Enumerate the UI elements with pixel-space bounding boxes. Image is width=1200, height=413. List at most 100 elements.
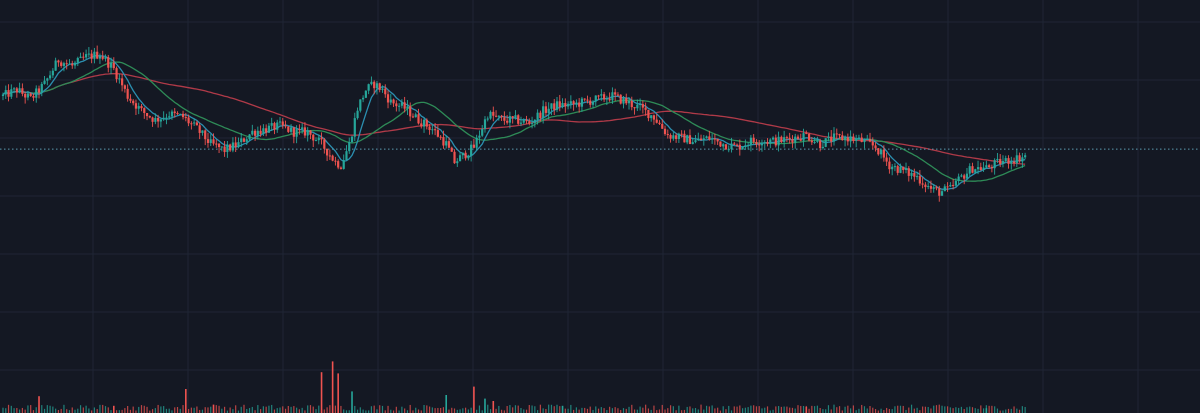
candle-body [553, 103, 556, 110]
candle-body [312, 134, 315, 141]
volume-bar [1010, 408, 1012, 413]
volume-bar [622, 408, 625, 413]
candle-body [389, 99, 392, 103]
candle-body [204, 130, 207, 140]
candle-body [990, 167, 993, 169]
volume-bar [573, 409, 575, 413]
candle-body [481, 128, 484, 136]
candle-body [317, 137, 320, 141]
volume-bar [636, 409, 638, 413]
volume-bar [581, 407, 583, 413]
candle-body [112, 62, 115, 69]
volume-bar [1021, 406, 1023, 413]
volume-bar [863, 406, 866, 413]
volume-bar [492, 401, 495, 413]
candle-body [979, 167, 982, 171]
candle-body [544, 106, 548, 113]
candle-body [145, 113, 149, 117]
candle-body [633, 107, 636, 109]
volume-bar [268, 405, 270, 413]
candle-body [132, 100, 135, 104]
volume-bar [343, 409, 345, 413]
candle-body [796, 136, 800, 139]
volume-bar [41, 405, 43, 413]
volume-bar [667, 408, 669, 413]
volume-bar [730, 410, 733, 413]
candle-body [589, 100, 592, 105]
volume-bar [725, 409, 727, 413]
candle-body [345, 151, 348, 161]
candle-body [843, 137, 847, 141]
volume-bar [318, 405, 320, 413]
volume-bar [19, 409, 21, 413]
volume-bar [326, 407, 328, 413]
volume-bar [254, 410, 256, 413]
volume-bar [118, 410, 120, 413]
volume-bar [271, 404, 273, 413]
volume-bar [597, 408, 600, 413]
candle-body [630, 100, 633, 108]
candle-body [292, 127, 295, 137]
candle-body [855, 138, 858, 141]
volume-bar [794, 408, 796, 413]
candle-body [639, 104, 642, 106]
volume-bar [187, 409, 190, 413]
candle-body [711, 138, 714, 140]
candle-body [661, 123, 664, 129]
candle-body [791, 139, 794, 143]
volume-bar [880, 408, 882, 413]
volume-bar [714, 408, 716, 413]
candle-body [622, 98, 625, 104]
candle-body [378, 83, 381, 90]
volume-bar [412, 410, 414, 413]
candle-body [270, 123, 273, 126]
volume-bar [528, 404, 530, 413]
candle-body [904, 168, 908, 171]
candle-body [253, 130, 257, 136]
volume-bar [520, 408, 522, 413]
volume-bar [523, 409, 525, 413]
candle-body [1007, 158, 1010, 164]
volume-bar [592, 409, 594, 413]
candle-body [170, 111, 174, 117]
candle-body [334, 160, 337, 162]
candle-body [4, 90, 7, 95]
volume-bar [780, 406, 782, 413]
candle-body [675, 135, 678, 139]
volume-bar [614, 407, 616, 413]
candle-body [841, 135, 844, 141]
volume-bar [204, 407, 206, 413]
volume-bar [91, 410, 93, 413]
volume-bar [866, 408, 868, 413]
candle-body [467, 155, 470, 159]
candle-body [483, 119, 487, 129]
candle-body [381, 88, 384, 90]
candle-body [362, 97, 365, 100]
volume-bar [697, 409, 699, 413]
volume-bar [301, 407, 303, 413]
volume-bar [736, 406, 738, 413]
candle-body [558, 101, 561, 108]
volume-bar [437, 407, 439, 413]
volume-bar [387, 405, 389, 413]
candle-body [536, 112, 539, 120]
volume-bar [899, 405, 902, 413]
candle-body [458, 155, 462, 162]
volume-bar [77, 408, 79, 413]
volume-bar [852, 405, 854, 413]
volume-bar [368, 410, 370, 413]
candle-body [198, 125, 201, 133]
volume-bar [717, 407, 719, 413]
candle-body [542, 106, 545, 119]
volume-bar [982, 408, 985, 413]
volume-bar [642, 407, 644, 413]
candle-body [752, 137, 755, 142]
candle-body [1001, 161, 1005, 165]
volume-bar [365, 410, 367, 413]
volume-bar [924, 406, 927, 413]
candle-body [32, 95, 35, 98]
volume-bar [398, 410, 400, 413]
volume-bar [778, 406, 780, 413]
